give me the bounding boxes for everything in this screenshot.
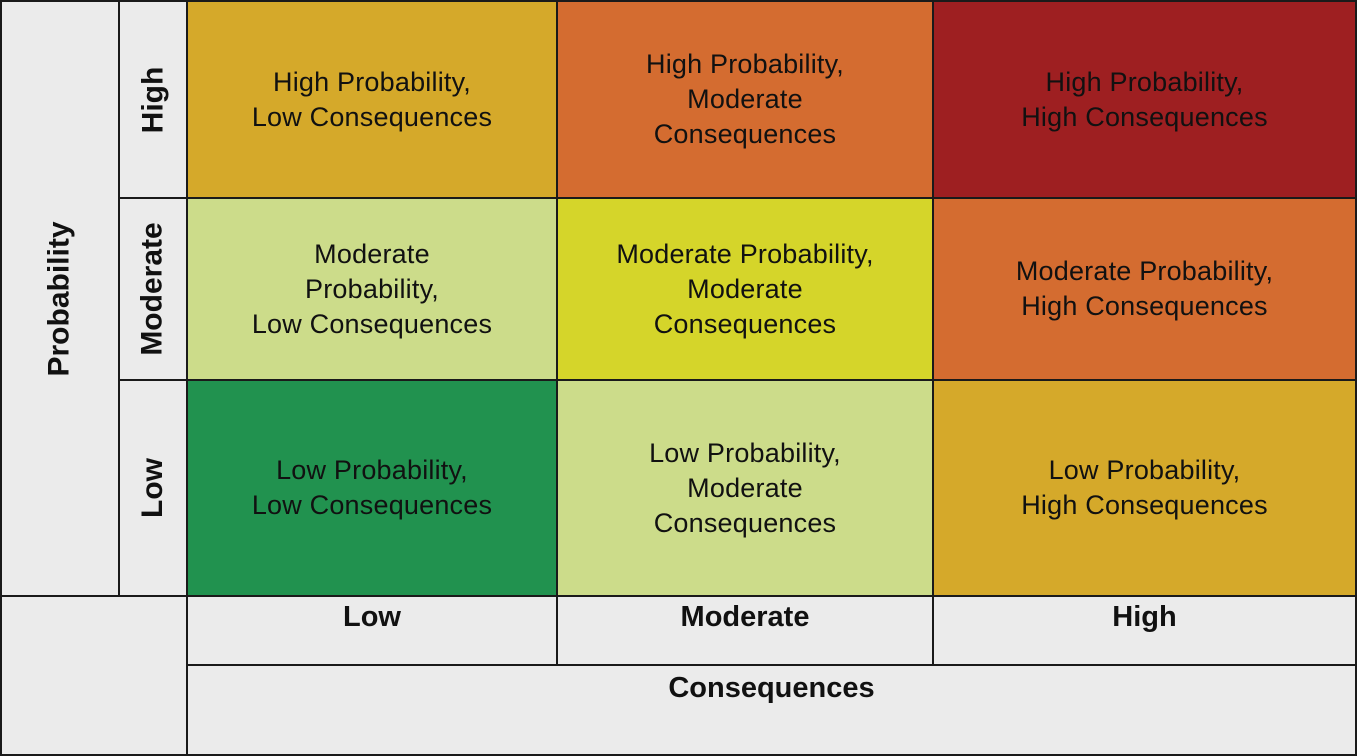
cell-line: High Consequences [1021, 291, 1268, 321]
row-label-low: Low [118, 379, 188, 597]
cell-text: Low Probability, High Consequences [1021, 453, 1268, 523]
cell-text: Low Probability, Moderate Consequences [649, 436, 841, 541]
cell-low-prob-low-cons: Low Probability, Low Consequences [186, 379, 558, 597]
y-axis-title-cell: Probability [0, 0, 120, 597]
cell-line: Low Consequences [251, 490, 493, 520]
cell-line: High Probability, [1045, 66, 1244, 97]
cell-high-prob-low-cons: High Probability, Low Consequences [186, 0, 558, 199]
col-label-moderate-text: Moderate [680, 601, 810, 633]
row-label-moderate: Moderate [118, 197, 188, 381]
row-label-high: High [118, 0, 188, 199]
col-label-high-text: High [1112, 601, 1177, 633]
x-axis-title-cell: Consequences [186, 664, 1357, 756]
cell-text: High Probability, High Consequences [1021, 65, 1268, 135]
cell-high-prob-high-cons: High Probability, High Consequences [932, 0, 1357, 199]
col-label-low-text: Low [343, 601, 401, 633]
cell-moderate-prob-low-cons: Moderate Probability, Low Consequences [186, 197, 558, 381]
cell-low-prob-high-cons: Low Probability, High Consequences [932, 379, 1357, 597]
cell-line: Moderate [687, 273, 803, 304]
cell-text: Moderate Probability, Low Consequences [252, 237, 492, 342]
cell-line: Consequences [653, 119, 837, 149]
row-label-high-text: High [136, 66, 169, 133]
cell-text: Moderate Probability, Moderate Consequen… [616, 237, 873, 342]
cell-line: High Probability, [646, 49, 844, 79]
cell-line: Moderate [314, 238, 430, 269]
cell-line: Low Probability, [1048, 455, 1241, 485]
cell-line: Low Probability, [276, 455, 468, 485]
cell-line: Low Probability, [649, 437, 841, 468]
cell-moderate-prob-moderate-cons: Moderate Probability, Moderate Consequen… [556, 197, 934, 381]
cell-line: Low Consequences [251, 308, 493, 339]
cell-text: High Probability, Low Consequences [252, 65, 492, 135]
cell-line: High Consequences [1021, 101, 1268, 132]
cell-line: Moderate [687, 84, 803, 114]
col-label-low: Low [186, 595, 558, 666]
cell-moderate-prob-high-cons: Moderate Probability, High Consequences [932, 197, 1357, 381]
col-label-high: High [932, 595, 1357, 666]
cell-text: High Probability, Moderate Consequences [646, 47, 844, 152]
cell-line: Moderate Probability, [1015, 256, 1274, 286]
y-axis-title: Probability [43, 220, 76, 377]
cell-text: Low Probability, Low Consequences [252, 453, 492, 523]
cell-low-prob-moderate-cons: Low Probability, Moderate Consequences [556, 379, 934, 597]
cell-line: High Consequences [1021, 490, 1268, 520]
cell-line: High Probability, [273, 66, 471, 97]
row-label-moderate-text: Moderate [136, 222, 170, 356]
cell-high-prob-moderate-cons: High Probability, Moderate Consequences [556, 0, 934, 199]
cell-line: Moderate Probability, [616, 238, 874, 269]
x-axis-title: Consequences [668, 672, 875, 704]
cell-line: Consequences [653, 507, 837, 538]
cell-line: Probability, [305, 273, 439, 304]
corner-cell [0, 595, 188, 756]
row-label-low-text: Low [136, 458, 169, 518]
cell-line: Low Consequences [251, 101, 493, 132]
cell-line: Consequences [653, 308, 837, 339]
col-label-moderate: Moderate [556, 595, 934, 666]
cell-text: Moderate Probability, High Consequences [1016, 254, 1273, 324]
cell-line: Moderate [687, 472, 803, 503]
